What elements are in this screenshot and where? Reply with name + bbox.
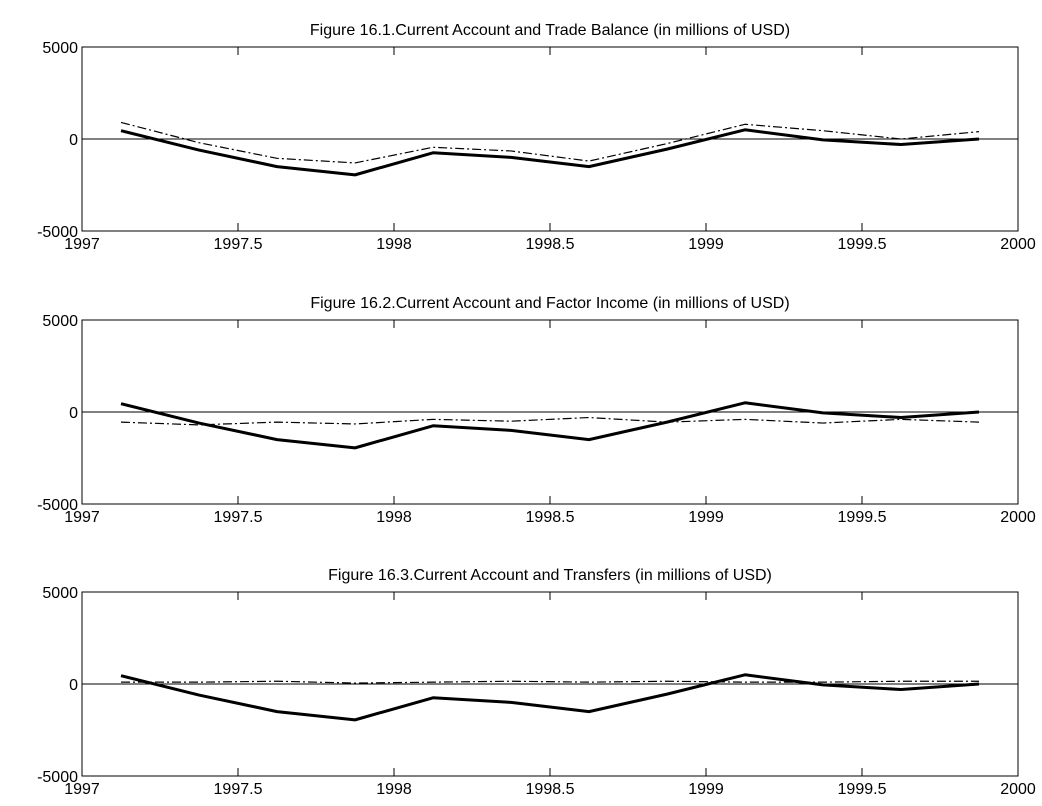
chart-title: Figure 16.2.Current Account and Factor I… [310, 295, 789, 312]
series-line [120, 673, 980, 722]
y-tick-label: 5000 [42, 585, 78, 602]
series-line [120, 416, 980, 426]
series-line [120, 128, 980, 177]
x-tick-label: 1999.5 [838, 236, 887, 253]
chart-title: Figure 16.1.Current Account and Trade Ba… [310, 22, 790, 39]
x-tick-label: 1999 [688, 509, 724, 526]
y-tick-label: -5000 [37, 497, 78, 514]
y-tick-label: 5000 [42, 313, 78, 330]
y-tick-label: 0 [69, 405, 78, 422]
x-tick-label: 1998.5 [526, 509, 575, 526]
x-tick-label: 1997 [64, 509, 100, 526]
x-tick-label: 1997.5 [214, 781, 263, 798]
x-tick-label: 1997.5 [214, 236, 263, 253]
x-tick-label: 1999.5 [838, 509, 887, 526]
series-line [121, 680, 979, 684]
y-tick-label: -5000 [37, 769, 78, 786]
y-tick-label: 0 [69, 132, 78, 149]
x-tick-label: 1997 [64, 781, 100, 798]
x-tick-label: 2000 [1000, 236, 1036, 253]
x-tick-label: 1998 [376, 236, 412, 253]
y-tick-label: -5000 [37, 224, 78, 241]
x-tick-label: 1998 [376, 781, 412, 798]
x-tick-label: 1999.5 [838, 781, 887, 798]
y-tick-label: 5000 [42, 40, 78, 57]
x-tick-label: 1999 [688, 236, 724, 253]
x-tick-label: 1998 [376, 509, 412, 526]
y-tick-label: 0 [69, 677, 78, 694]
x-tick-label: 2000 [1000, 509, 1036, 526]
x-tick-label: 1997 [64, 236, 100, 253]
series-line [120, 121, 980, 164]
series-line [120, 401, 980, 450]
x-tick-label: 1998.5 [526, 236, 575, 253]
x-tick-label: 1998.5 [526, 781, 575, 798]
x-tick-label: 2000 [1000, 781, 1036, 798]
x-tick-label: 1999 [688, 781, 724, 798]
chart-title: Figure 16.3.Current Account and Transfer… [328, 567, 772, 584]
x-tick-label: 1997.5 [214, 509, 263, 526]
